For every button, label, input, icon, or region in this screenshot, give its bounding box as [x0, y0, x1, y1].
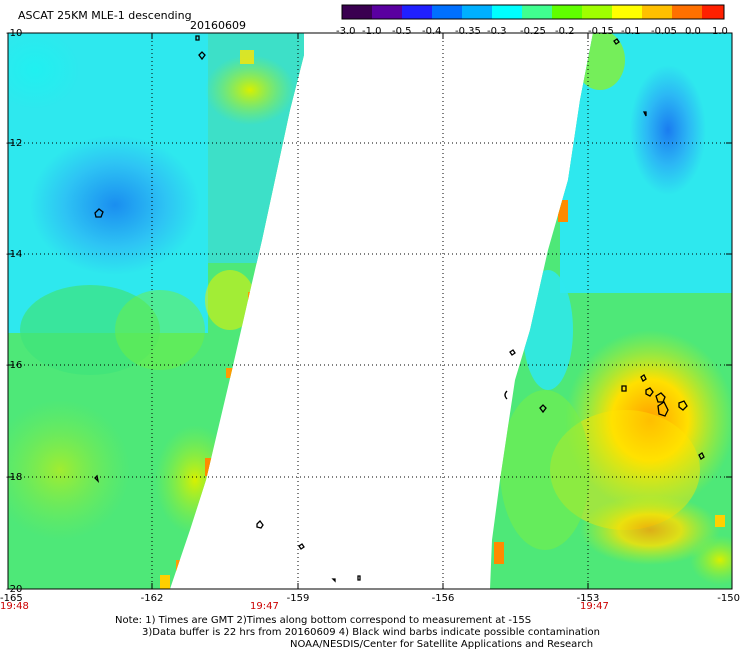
time-labels: 19:48 19:47 19:47 — [0, 601, 609, 612]
island-marker — [94, 474, 100, 483]
colorbar-segment — [342, 5, 372, 19]
lon-label: -150 — [717, 593, 740, 604]
island-marker — [94, 208, 104, 218]
island-marker — [509, 349, 516, 356]
axis-ticks — [8, 33, 732, 589]
island-marker — [645, 387, 654, 397]
right-swath — [490, 33, 732, 589]
grid-lines — [8, 33, 732, 589]
colorbar-segment — [612, 5, 642, 19]
colorbar-segment — [372, 5, 402, 19]
colorbar-label: -0.15 — [588, 26, 614, 37]
island-marker — [642, 111, 647, 117]
colorbar-label: 1.0 — [712, 26, 728, 37]
lat-label: -20 — [6, 584, 22, 595]
lat-label: -12 — [6, 138, 22, 149]
island-marker — [613, 38, 620, 45]
lon-label: -162 — [141, 593, 164, 604]
colorbar-segment — [702, 5, 724, 19]
colorbar-segment — [672, 5, 702, 19]
lon-label: -153 — [577, 593, 600, 604]
colorbar-label: -0.05 — [651, 26, 677, 37]
colorbar-segment — [552, 5, 582, 19]
colorbar-label: -0.5 — [392, 26, 412, 37]
colorbar-segment — [642, 5, 672, 19]
lat-label: -16 — [6, 360, 22, 371]
lat-label: -14 — [6, 249, 22, 260]
map-border — [7, 32, 733, 590]
time-label: 19:48 — [0, 601, 29, 612]
island-marker — [504, 390, 508, 400]
colorbar-label: -3.0 — [336, 26, 356, 37]
island-marker — [298, 543, 305, 550]
colorbar-segment — [432, 5, 462, 19]
island-marker — [256, 520, 264, 529]
lon-label: -159 — [287, 593, 310, 604]
colorbar-label: -1.0 — [362, 26, 382, 37]
island-marker — [331, 578, 336, 583]
note-line-1: Note: 1) Times are GMT 2)Times along bot… — [115, 615, 532, 626]
colorbar-label: -0.2 — [555, 26, 575, 37]
left-swath — [8, 33, 304, 589]
latitude-labels: -10 -12 -14 -16 -18 -20 — [6, 28, 22, 595]
island-marker — [655, 392, 666, 403]
longitude-labels: -165 -162 -159 -156 -153 -150 — [0, 593, 740, 604]
time-label: 19:47 — [580, 601, 609, 612]
island-marker — [621, 385, 627, 392]
lon-label: -165 — [0, 593, 23, 604]
colorbar-label: -0.1 — [621, 26, 641, 37]
island-marker — [539, 404, 547, 414]
colorbar-segment — [582, 5, 612, 19]
colorbar-segment — [462, 5, 492, 19]
colorbar-segment — [402, 5, 432, 19]
colorbar-segment — [522, 5, 552, 19]
product-title: ASCAT 25KM MLE-1 descending — [18, 9, 192, 22]
island-marker — [198, 51, 206, 61]
colorbar-segment — [492, 5, 522, 19]
island-marker — [678, 400, 688, 411]
island-marker — [640, 374, 647, 382]
island-outlines — [94, 35, 705, 583]
colorbar-label: 0.0 — [685, 26, 701, 37]
island-marker — [657, 401, 669, 417]
date-label: 20160609 — [190, 19, 246, 32]
island-marker — [698, 452, 705, 460]
lat-label: -10 — [6, 28, 22, 39]
time-label: 19:47 — [250, 601, 279, 612]
lat-label: -18 — [6, 472, 22, 483]
colorbar-label: -0.4 — [422, 26, 442, 37]
colorbar-label: -0.3 — [487, 26, 507, 37]
lon-label: -156 — [432, 593, 455, 604]
note-line-3: NOAA/NESDIS/Center for Satellite Applica… — [290, 639, 594, 650]
colorbar: -3.0 -1.0 -0.5 -0.4 -0.35 -0.3 -0.25 -0.… — [336, 4, 728, 37]
island-marker — [357, 575, 361, 581]
note-line-2: 3)Data buffer is 22 hrs from 20160609 4)… — [142, 627, 600, 638]
colorbar-label: -0.25 — [520, 26, 546, 37]
colorbar-label: -0.35 — [455, 26, 481, 37]
island-marker — [195, 35, 200, 41]
